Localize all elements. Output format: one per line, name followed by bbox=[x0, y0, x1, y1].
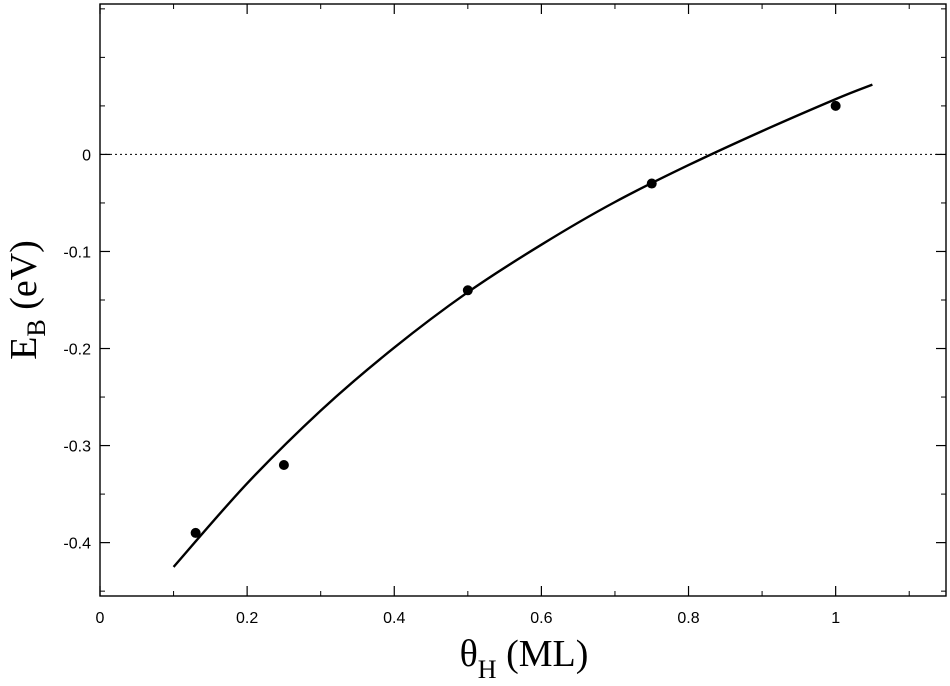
y-axis-label: EB (eV) bbox=[3, 240, 51, 360]
x-tick-label: 1 bbox=[831, 610, 840, 627]
y-tick-label: -0.4 bbox=[63, 536, 91, 553]
x-axis-label: θH (ML) bbox=[460, 633, 589, 684]
x-tick-label: 0.4 bbox=[383, 610, 405, 627]
y-axis-subscript: B bbox=[22, 319, 51, 336]
data-point bbox=[646, 178, 657, 189]
x-axis-subscript: H bbox=[478, 655, 497, 684]
y-tick-label: -0.1 bbox=[63, 244, 91, 261]
data-point bbox=[830, 100, 841, 111]
y-tick-label: -0.3 bbox=[63, 439, 91, 456]
data-point bbox=[190, 527, 201, 538]
x-axis-unit: (ML) bbox=[506, 633, 588, 675]
y-tick-label: 0 bbox=[82, 147, 91, 164]
y-tick-label: -0.2 bbox=[63, 342, 91, 359]
y-axis-unit: (eV) bbox=[3, 240, 45, 310]
x-tick-label: 0 bbox=[96, 610, 105, 627]
data-point bbox=[462, 285, 473, 296]
fit-curve bbox=[172, 83, 873, 568]
x-tick-label: 0.6 bbox=[530, 610, 552, 627]
x-tick-label: 0.8 bbox=[677, 610, 699, 627]
y-axis-symbol: E bbox=[3, 337, 45, 360]
x-tick-label: 0.2 bbox=[236, 610, 258, 627]
x-axis-symbol: θ bbox=[460, 633, 478, 675]
data-point bbox=[278, 459, 289, 470]
